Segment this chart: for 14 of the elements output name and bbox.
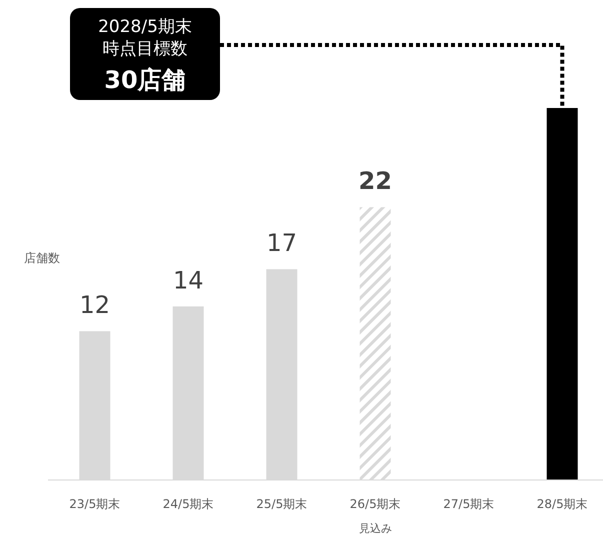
y-axis-title: 店舗数 bbox=[24, 251, 60, 265]
x-tick-label: 28/5期末 bbox=[536, 497, 588, 511]
x-tick-label: 23/5期末 bbox=[69, 497, 120, 511]
x-tick-label: 25/5期末 bbox=[256, 497, 308, 511]
text: 見込み bbox=[358, 522, 392, 535]
data-label: 12 bbox=[79, 291, 110, 320]
data-label: 14 bbox=[172, 266, 204, 294]
x-tick-label: 26/5期末 bbox=[350, 497, 401, 511]
x-tick-label: 24/5期末 bbox=[162, 497, 214, 511]
data-label: 22 bbox=[358, 167, 392, 196]
text: 30店舗 bbox=[104, 66, 186, 94]
text: 2028/5期末時点目標数 bbox=[98, 17, 192, 59]
x-tick-label: 27/5期末 bbox=[443, 497, 494, 511]
data-label: 17 bbox=[266, 229, 298, 258]
